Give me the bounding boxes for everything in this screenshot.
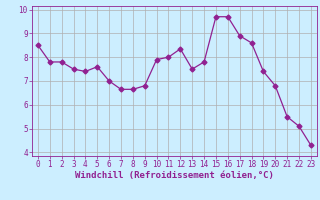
X-axis label: Windchill (Refroidissement éolien,°C): Windchill (Refroidissement éolien,°C) [75,171,274,180]
